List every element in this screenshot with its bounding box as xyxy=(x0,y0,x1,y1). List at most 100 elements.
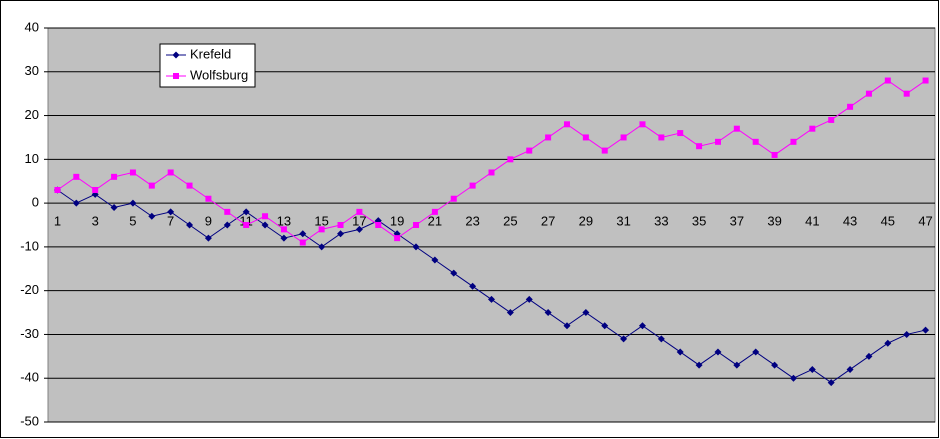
data-point xyxy=(375,222,382,228)
data-point xyxy=(469,282,477,290)
data-point xyxy=(431,208,438,215)
x-tick-label: 41 xyxy=(805,214,819,229)
x-tick-label: 25 xyxy=(503,214,517,229)
x-tick-label: 5 xyxy=(129,214,136,229)
data-point xyxy=(450,195,457,202)
y-tick-label: 10 xyxy=(25,151,39,166)
data-point xyxy=(733,125,740,132)
data-point xyxy=(92,186,99,193)
x-tick-label: 33 xyxy=(654,214,668,229)
data-point xyxy=(676,348,684,356)
data-point xyxy=(129,199,137,207)
data-point xyxy=(167,208,175,216)
data-point xyxy=(771,151,778,158)
data-point xyxy=(412,243,420,251)
legend-marker xyxy=(172,51,180,59)
x-tick-label: 15 xyxy=(314,214,328,229)
x-tick-label: 9 xyxy=(205,214,212,229)
data-point xyxy=(413,222,420,228)
data-point xyxy=(601,147,608,154)
data-point xyxy=(903,330,911,338)
data-point xyxy=(733,361,741,369)
data-point xyxy=(714,348,722,356)
data-point xyxy=(582,309,590,317)
data-point xyxy=(488,295,495,303)
data-point xyxy=(544,309,552,317)
legend-box xyxy=(159,43,256,88)
data-point xyxy=(261,221,269,229)
data-point xyxy=(601,322,609,330)
data-point xyxy=(450,269,458,277)
legend-label: Krefeld xyxy=(190,46,231,61)
data-point xyxy=(186,182,193,189)
x-tick-label: 45 xyxy=(881,214,895,229)
x-tick-label: 35 xyxy=(692,214,706,229)
y-tick-label: -40 xyxy=(20,370,39,385)
data-point xyxy=(356,208,363,215)
data-point xyxy=(525,295,533,303)
data-point xyxy=(808,365,816,373)
data-point xyxy=(262,213,269,220)
data-point xyxy=(790,138,797,145)
data-point xyxy=(337,222,344,228)
y-tick-label: 40 xyxy=(25,19,39,34)
x-tick-label: 47 xyxy=(918,214,932,229)
data-point xyxy=(243,222,250,228)
data-point xyxy=(431,256,439,264)
data-point xyxy=(72,199,80,207)
y-tick-label: -20 xyxy=(20,282,39,297)
data-point xyxy=(223,221,231,229)
data-point xyxy=(148,212,156,220)
x-tick-label: 13 xyxy=(277,214,291,229)
data-point xyxy=(903,90,910,97)
y-tick-label: 20 xyxy=(25,107,39,122)
data-point xyxy=(771,361,779,369)
data-point xyxy=(224,208,231,215)
data-point xyxy=(394,235,401,242)
data-point xyxy=(526,147,533,154)
data-point xyxy=(865,352,873,360)
data-point xyxy=(677,130,684,137)
data-point xyxy=(54,186,61,193)
x-tick-label: 7 xyxy=(167,214,174,229)
data-point xyxy=(129,169,136,176)
x-tick-label: 3 xyxy=(92,214,99,229)
data-point xyxy=(563,322,571,330)
x-tick-label: 43 xyxy=(843,214,857,229)
x-tick-label: 29 xyxy=(579,214,593,229)
data-point xyxy=(186,221,194,229)
data-point xyxy=(318,226,325,233)
data-point xyxy=(639,121,646,128)
data-point xyxy=(752,348,760,356)
x-tick-label: 11 xyxy=(239,214,253,229)
x-tick-label: 39 xyxy=(767,214,781,229)
data-point xyxy=(545,134,552,141)
data-point xyxy=(280,234,288,242)
data-point xyxy=(620,335,628,343)
y-tick-label: -10 xyxy=(20,238,39,253)
legend-label: Wolfsburg xyxy=(190,67,248,82)
data-point xyxy=(299,239,306,246)
data-point xyxy=(280,226,287,233)
data-point xyxy=(789,374,797,382)
data-point xyxy=(110,203,118,211)
x-tick-label: 19 xyxy=(390,214,404,229)
data-point xyxy=(582,134,589,141)
data-point xyxy=(696,143,703,150)
data-point xyxy=(167,169,174,176)
data-point xyxy=(242,208,250,216)
x-tick-label: 27 xyxy=(541,214,555,229)
data-point xyxy=(638,322,646,330)
data-point xyxy=(695,361,703,369)
data-point xyxy=(205,195,212,202)
data-point xyxy=(111,173,118,180)
data-point xyxy=(827,379,835,387)
plot-background xyxy=(47,27,936,423)
data-point xyxy=(318,243,326,251)
data-point xyxy=(355,225,363,233)
data-point xyxy=(620,134,627,141)
x-tick-label: 21 xyxy=(428,214,442,229)
data-point xyxy=(714,138,721,145)
data-point xyxy=(809,125,816,132)
